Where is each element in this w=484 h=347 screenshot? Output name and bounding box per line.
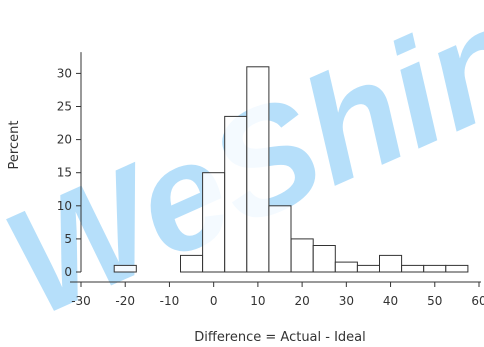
y-tick-label: 5 xyxy=(64,232,72,246)
y-tick-label: 30 xyxy=(57,66,72,80)
histogram-bar xyxy=(290,238,314,273)
x-tick-label: -20 xyxy=(115,294,135,308)
x-tick-label: 0 xyxy=(210,294,218,308)
x-tick-label: 60 xyxy=(471,294,484,308)
histogram-bar xyxy=(113,264,137,273)
histogram-bar xyxy=(202,172,226,273)
bars-group xyxy=(113,66,469,273)
histogram-bar xyxy=(445,264,469,273)
y-axis-title: Percent xyxy=(7,121,22,170)
histogram-bar xyxy=(334,261,358,273)
x-tick-label: 30 xyxy=(339,294,354,308)
axes-group: 0 5 10 15 20 25 30 -30 -20 -10 0 10 20 30 40 50 60 xyxy=(57,52,484,308)
histogram-bar xyxy=(268,205,292,273)
x-axis-title: Difference = Actual - Ideal xyxy=(194,330,366,345)
y-tick-label: 15 xyxy=(57,166,72,180)
y-tick-label: 20 xyxy=(57,133,72,147)
x-tick-label: -10 xyxy=(160,294,180,308)
histogram-bar xyxy=(423,264,447,273)
y-tick-label: 25 xyxy=(57,100,72,114)
histogram-bar xyxy=(401,264,425,273)
histogram-bar xyxy=(379,254,403,273)
histogram-bar xyxy=(356,264,380,273)
histogram-bar xyxy=(224,115,248,273)
x-tick-label: 50 xyxy=(427,294,442,308)
x-tick-label: 20 xyxy=(294,294,309,308)
histogram-bar xyxy=(312,245,336,273)
x-tick-label: 10 xyxy=(250,294,265,308)
histogram-bar xyxy=(180,254,204,273)
histogram-bar xyxy=(246,66,270,273)
x-tick-label: -30 xyxy=(71,294,91,308)
x-tick-label: 40 xyxy=(383,294,398,308)
y-tick-label: 0 xyxy=(64,265,72,279)
y-tick-label: 10 xyxy=(57,199,72,213)
